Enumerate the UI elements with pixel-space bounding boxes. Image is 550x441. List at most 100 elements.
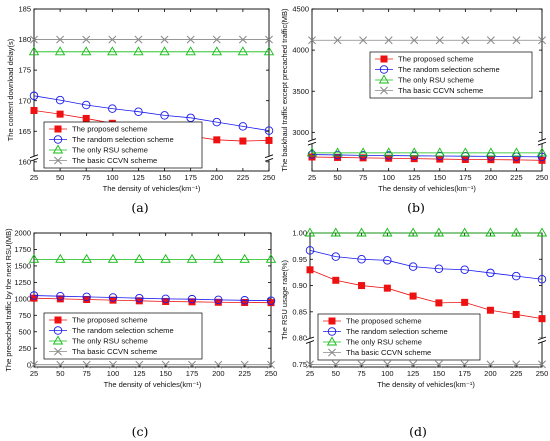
data-point — [107, 46, 118, 56]
data-point — [240, 360, 249, 369]
data-point — [306, 360, 314, 369]
x-tick-label: 75 — [359, 173, 367, 182]
legend-entry: The random selection scheme — [346, 327, 448, 336]
y-tick-label: 0.85 — [292, 307, 307, 316]
axis-break-gap — [308, 139, 316, 145]
data-point — [332, 276, 340, 284]
x-tick-label: 250 — [263, 173, 276, 182]
data-point — [434, 147, 445, 157]
data-point — [30, 35, 38, 44]
legend-marker — [54, 316, 62, 324]
x-tick-label: 75 — [357, 369, 365, 378]
data-point — [266, 296, 276, 305]
legend-marker — [379, 65, 389, 74]
data-point — [435, 299, 443, 307]
x-tick-label: 200 — [484, 369, 497, 378]
y-tick-label: 1000 — [14, 294, 31, 303]
data-point — [186, 253, 198, 263]
data-point — [409, 292, 417, 300]
data-point — [212, 117, 222, 127]
x-tick-label: 100 — [381, 369, 394, 378]
data-point — [159, 46, 170, 56]
data-point — [29, 91, 39, 101]
data-point — [211, 46, 222, 56]
panel-caption: (c) — [132, 424, 149, 439]
data-point — [161, 294, 170, 304]
series-4 — [306, 360, 546, 369]
data-point — [512, 36, 521, 45]
data-point — [186, 113, 195, 123]
data-point — [357, 255, 366, 264]
series-3 — [28, 46, 275, 56]
data-point — [56, 110, 64, 118]
y-tick-label: 750 — [18, 311, 31, 320]
series-3 — [28, 253, 277, 263]
data-point — [331, 360, 340, 369]
series-1 — [30, 294, 275, 307]
x-axis-label: The density of vehicles(km⁻¹) — [104, 380, 202, 389]
series-line — [311, 156, 543, 161]
y-tick-label: 1.00 — [292, 229, 307, 238]
x-tick-label: 175 — [186, 369, 199, 378]
data-point — [485, 227, 496, 237]
data-point — [81, 253, 92, 263]
legend-marker — [53, 326, 63, 335]
data-point — [306, 266, 314, 274]
data-point — [30, 360, 38, 369]
legend-entry: The proposed scheme — [398, 55, 474, 64]
data-point — [238, 35, 247, 44]
data-point — [486, 360, 495, 369]
data-point — [435, 36, 444, 45]
panel-caption: (a) — [131, 200, 148, 215]
x-tick-label: 225 — [510, 173, 523, 182]
x-tick-label: 75 — [82, 369, 90, 378]
y-axis-label: The backhaul traffic except precached tr… — [280, 8, 289, 172]
legend-marker — [52, 335, 64, 345]
x-tick-label: 125 — [407, 369, 420, 378]
series-line — [33, 297, 272, 304]
data-point — [108, 293, 118, 302]
plot-frame — [311, 8, 543, 172]
data-point — [107, 253, 119, 263]
data-point — [160, 253, 171, 263]
axis-break-mark — [305, 336, 315, 344]
x-tick-label: 175 — [458, 369, 471, 378]
data-point — [265, 35, 273, 44]
series-3 — [306, 147, 548, 157]
chart-panel-4: 25 50 75 100 125 150 175 200 225 250 0.75 0.80 0.85 0… — [280, 227, 548, 439]
data-point — [82, 35, 91, 44]
data-point — [55, 253, 66, 263]
data-point — [536, 147, 548, 157]
x-axis-label: The density of vehicles(km⁻¹) — [103, 184, 201, 193]
data-point — [461, 298, 469, 306]
y-tick-label: 2000 — [14, 229, 31, 238]
y-tick-label: 0 — [27, 360, 31, 369]
y-tick-label: 1750 — [14, 245, 31, 254]
data-point — [357, 360, 366, 369]
legend-marker — [326, 336, 338, 346]
axis-break-mark — [264, 154, 274, 162]
x-tick-label: 100 — [106, 173, 119, 182]
data-point — [56, 291, 65, 301]
x-tick-label: 150 — [158, 173, 171, 182]
data-point — [212, 35, 221, 44]
legend-entry: The proposed scheme — [72, 125, 148, 134]
series-4 — [30, 35, 273, 44]
data-point — [485, 147, 497, 157]
y-axis-label: The content download delay(s) — [6, 38, 15, 141]
y-tick-label: 4000 — [292, 46, 309, 55]
y-tick-label: 180 — [18, 35, 31, 44]
x-tick-label: 200 — [211, 173, 224, 182]
axis-break-gap — [538, 139, 546, 145]
legend-marker — [327, 327, 337, 336]
x-tick-label: 100 — [107, 369, 120, 378]
y-tick-label: 185 — [18, 5, 31, 14]
data-point — [332, 147, 343, 157]
series-1 — [306, 266, 546, 323]
data-point — [134, 107, 143, 116]
data-point — [460, 265, 469, 275]
data-point — [461, 36, 470, 45]
data-point — [536, 227, 548, 237]
data-point — [333, 36, 342, 45]
x-axis-label: The density of vehicles(km⁻¹) — [377, 380, 475, 389]
